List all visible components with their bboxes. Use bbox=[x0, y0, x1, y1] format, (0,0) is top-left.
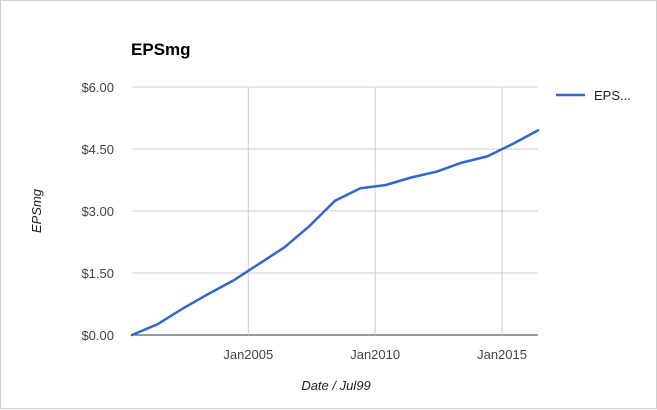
x-tick-label: Jan2015 bbox=[477, 347, 527, 362]
grid-lines bbox=[132, 87, 538, 335]
y-tick-label: $1.50 bbox=[81, 266, 114, 281]
series-group bbox=[132, 130, 538, 335]
series-line[interactable] bbox=[132, 130, 538, 335]
y-tick-label: $3.00 bbox=[81, 204, 114, 219]
y-axis-ticks: $0.00 $1.50 $3.00 $4.50 $6.00 bbox=[81, 80, 114, 343]
y-tick-label: $6.00 bbox=[81, 80, 114, 95]
legend-label: EPS... bbox=[594, 88, 631, 103]
x-tick-label: Jan2010 bbox=[350, 347, 400, 362]
x-axis-title: Date / Jul99 bbox=[301, 378, 370, 393]
chart-title: EPSmg bbox=[131, 40, 191, 59]
y-tick-label: $4.50 bbox=[81, 142, 114, 157]
y-tick-label: $0.00 bbox=[81, 328, 114, 343]
x-tick-label: Jan2005 bbox=[223, 347, 273, 362]
y-axis-title: EPSmg bbox=[29, 188, 44, 233]
legend[interactable]: EPS... bbox=[556, 88, 631, 103]
x-axis-ticks: Jan2005 Jan2010 Jan2015 bbox=[223, 347, 527, 362]
